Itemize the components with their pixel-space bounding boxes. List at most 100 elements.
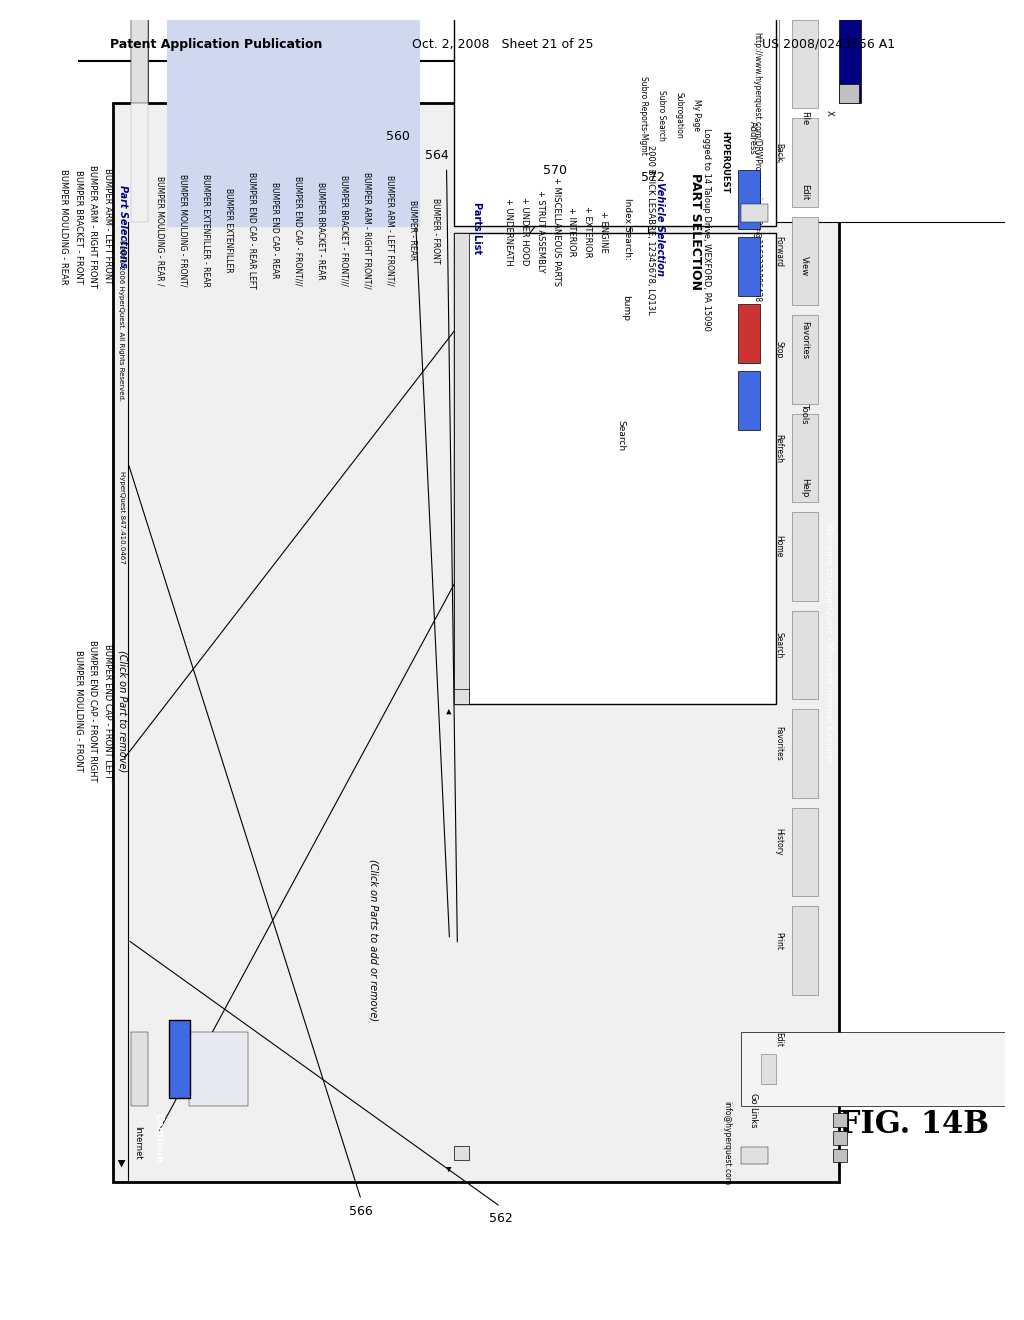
Text: + STRUT ASSEMBLY: + STRUT ASSEMBLY: [536, 190, 545, 273]
Text: http://www.hyperquest.com/DRWProcessor.jsp?PID=@1162331886438: http://www.hyperquest.com/DRWProcessor.j…: [753, 32, 762, 302]
Text: Links: Links: [749, 1107, 758, 1129]
Bar: [455, 234, 776, 705]
Text: Index Search:: Index Search:: [624, 198, 632, 260]
Text: View: View: [801, 256, 809, 276]
Bar: [213, 0, 236, 227]
Bar: [792, 413, 817, 503]
Bar: [113, 103, 839, 1183]
Text: Stop: Stop: [775, 341, 783, 358]
Bar: [630, 355, 648, 409]
Bar: [741, 1147, 768, 1164]
Text: Logged to 14 Taloup Drive, WEXFORD, PA 15090: Logged to 14 Taloup Drive, WEXFORD, PA 1…: [701, 128, 711, 331]
Bar: [792, 907, 817, 995]
Text: + ENGINE: + ENGINE: [599, 210, 607, 252]
Text: Vehicle Selection: Vehicle Selection: [654, 182, 665, 276]
Bar: [455, 1146, 469, 1160]
Text: 562: 562: [488, 1212, 512, 1225]
Bar: [839, 83, 859, 103]
Text: PART SELECTION: PART SELECTION: [689, 173, 702, 290]
Text: + UNDERNEATH: + UNDERNEATH: [505, 198, 513, 265]
Bar: [282, 0, 305, 227]
Text: BUMPER END CAP - REAR LEFT: BUMPER END CAP - REAR LEFT: [248, 172, 256, 289]
Bar: [455, 234, 469, 705]
Text: 572: 572: [641, 172, 665, 183]
Text: + INTERIOR: + INTERIOR: [567, 207, 577, 256]
Text: info@hyperquest.com: info@hyperquest.com: [722, 1101, 731, 1185]
Text: (Click on Parts to add or remove): (Click on Parts to add or remove): [369, 858, 379, 1020]
Bar: [761, 1053, 776, 1084]
Text: BUMPER - REAR: BUMPER - REAR: [409, 201, 418, 260]
Text: + MISCELLANEOUS PARTS: + MISCELLANEOUS PARTS: [552, 177, 560, 286]
Text: Tools: Tools: [801, 404, 809, 424]
Text: BUMPER EXTENFILLER: BUMPER EXTENFILLER: [224, 187, 233, 273]
Text: Address: Address: [749, 121, 758, 154]
Text: BUMPER ARM - RIGHT FRONT//: BUMPER ARM - RIGHT FRONT//: [362, 172, 372, 289]
Text: Back: Back: [775, 144, 783, 162]
Text: Forward: Forward: [775, 235, 783, 267]
Bar: [328, 0, 351, 227]
Text: Favorites: Favorites: [801, 321, 809, 359]
Text: My Page: My Page: [692, 99, 700, 131]
Text: BUMPER ARM - RIGHT FRONT: BUMPER ARM - RIGHT FRONT: [88, 165, 97, 288]
Bar: [792, 611, 817, 700]
Text: File: File: [801, 111, 809, 125]
Text: HyperQuest 847.410.0467: HyperQuest 847.410.0467: [119, 471, 125, 564]
Text: ▶: ▶: [117, 1159, 127, 1166]
Text: BUMPER MOULDING - REAR /: BUMPER MOULDING - REAR /: [156, 176, 165, 285]
Bar: [792, 117, 817, 207]
Bar: [792, 20, 817, 108]
Text: Patent Application Publication: Patent Application Publication: [110, 38, 323, 50]
Text: Subro Search: Subro Search: [656, 90, 666, 140]
Bar: [305, 0, 328, 227]
Bar: [834, 1148, 847, 1163]
Text: Home: Home: [775, 536, 783, 558]
Bar: [190, 0, 213, 227]
Text: Print: Print: [775, 932, 783, 949]
Text: BUMPER - FRONT: BUMPER - FRONT: [431, 198, 440, 263]
Text: (Click on Part to remove): (Click on Part to remove): [118, 649, 128, 772]
Text: ©2000-2006 HyperQuest. All Rights Reserved.: ©2000-2006 HyperQuest. All Rights Reserv…: [119, 239, 125, 401]
Text: ▶: ▶: [444, 1166, 451, 1171]
Text: BUMPER ARM - LEFT FRONT: BUMPER ARM - LEFT FRONT: [103, 169, 112, 285]
Text: BUMPER END CAP - FRONT RIGHT: BUMPER END CAP - FRONT RIGHT: [88, 640, 97, 781]
Text: BUMPER MOULDING - FRONT: BUMPER MOULDING - FRONT: [74, 651, 83, 772]
Bar: [834, 1131, 847, 1144]
Bar: [236, 0, 259, 227]
Text: HOME: HOME: [723, 246, 732, 272]
Bar: [351, 0, 374, 227]
Bar: [834, 1113, 847, 1127]
Bar: [167, 0, 190, 227]
Bar: [814, 0, 831, 103]
Bar: [656, 0, 678, 227]
Text: BUMPER MOULDING - REAR: BUMPER MOULDING - REAR: [59, 169, 68, 284]
Bar: [735, 0, 757, 106]
Bar: [703, 0, 733, 222]
Text: BUMPER BRACKET - FRONT: BUMPER BRACKET - FRONT: [74, 169, 83, 284]
Text: Internet: Internet: [133, 1126, 142, 1160]
Bar: [630, 207, 648, 305]
Text: + UNDER HOOD: + UNDER HOOD: [520, 197, 529, 265]
Text: BUMPER ARM - LEFT FRONT//: BUMPER ARM - LEFT FRONT//: [385, 176, 394, 285]
Bar: [741, 203, 768, 222]
Bar: [792, 216, 817, 305]
Text: LOG OUT: LOG OUT: [723, 374, 732, 412]
Bar: [839, 0, 861, 103]
Text: Refresh: Refresh: [775, 433, 783, 462]
Text: BUMPER EXTENFILLER - REAR: BUMPER EXTENFILLER - REAR: [202, 174, 211, 286]
Bar: [169, 1019, 190, 1098]
Text: FIG. 14B: FIG. 14B: [839, 1109, 989, 1140]
Bar: [794, 0, 823, 103]
Text: US 2008/0243556 A1: US 2008/0243556 A1: [762, 38, 895, 50]
Bar: [741, 1032, 1024, 1106]
Text: Edit: Edit: [775, 1032, 783, 1047]
Text: Search: Search: [775, 632, 783, 659]
Text: Edit: Edit: [801, 183, 809, 201]
Text: History: History: [775, 829, 783, 855]
Text: 566: 566: [349, 1205, 373, 1218]
Bar: [741, 0, 768, 222]
Text: 560: 560: [386, 129, 410, 143]
Bar: [738, 371, 760, 430]
Bar: [762, 0, 779, 162]
Bar: [738, 238, 760, 297]
Text: 570: 570: [543, 164, 566, 177]
